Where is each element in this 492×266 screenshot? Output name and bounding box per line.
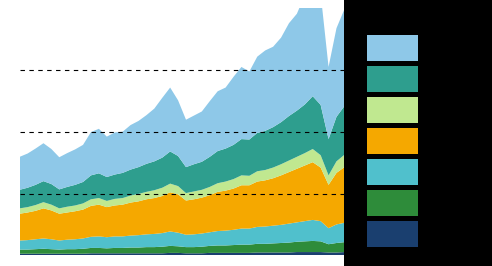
FancyBboxPatch shape bbox=[367, 221, 418, 247]
FancyBboxPatch shape bbox=[367, 97, 418, 123]
FancyBboxPatch shape bbox=[367, 66, 418, 92]
FancyBboxPatch shape bbox=[367, 35, 418, 61]
FancyBboxPatch shape bbox=[367, 190, 418, 216]
FancyBboxPatch shape bbox=[367, 159, 418, 185]
FancyBboxPatch shape bbox=[367, 128, 418, 154]
